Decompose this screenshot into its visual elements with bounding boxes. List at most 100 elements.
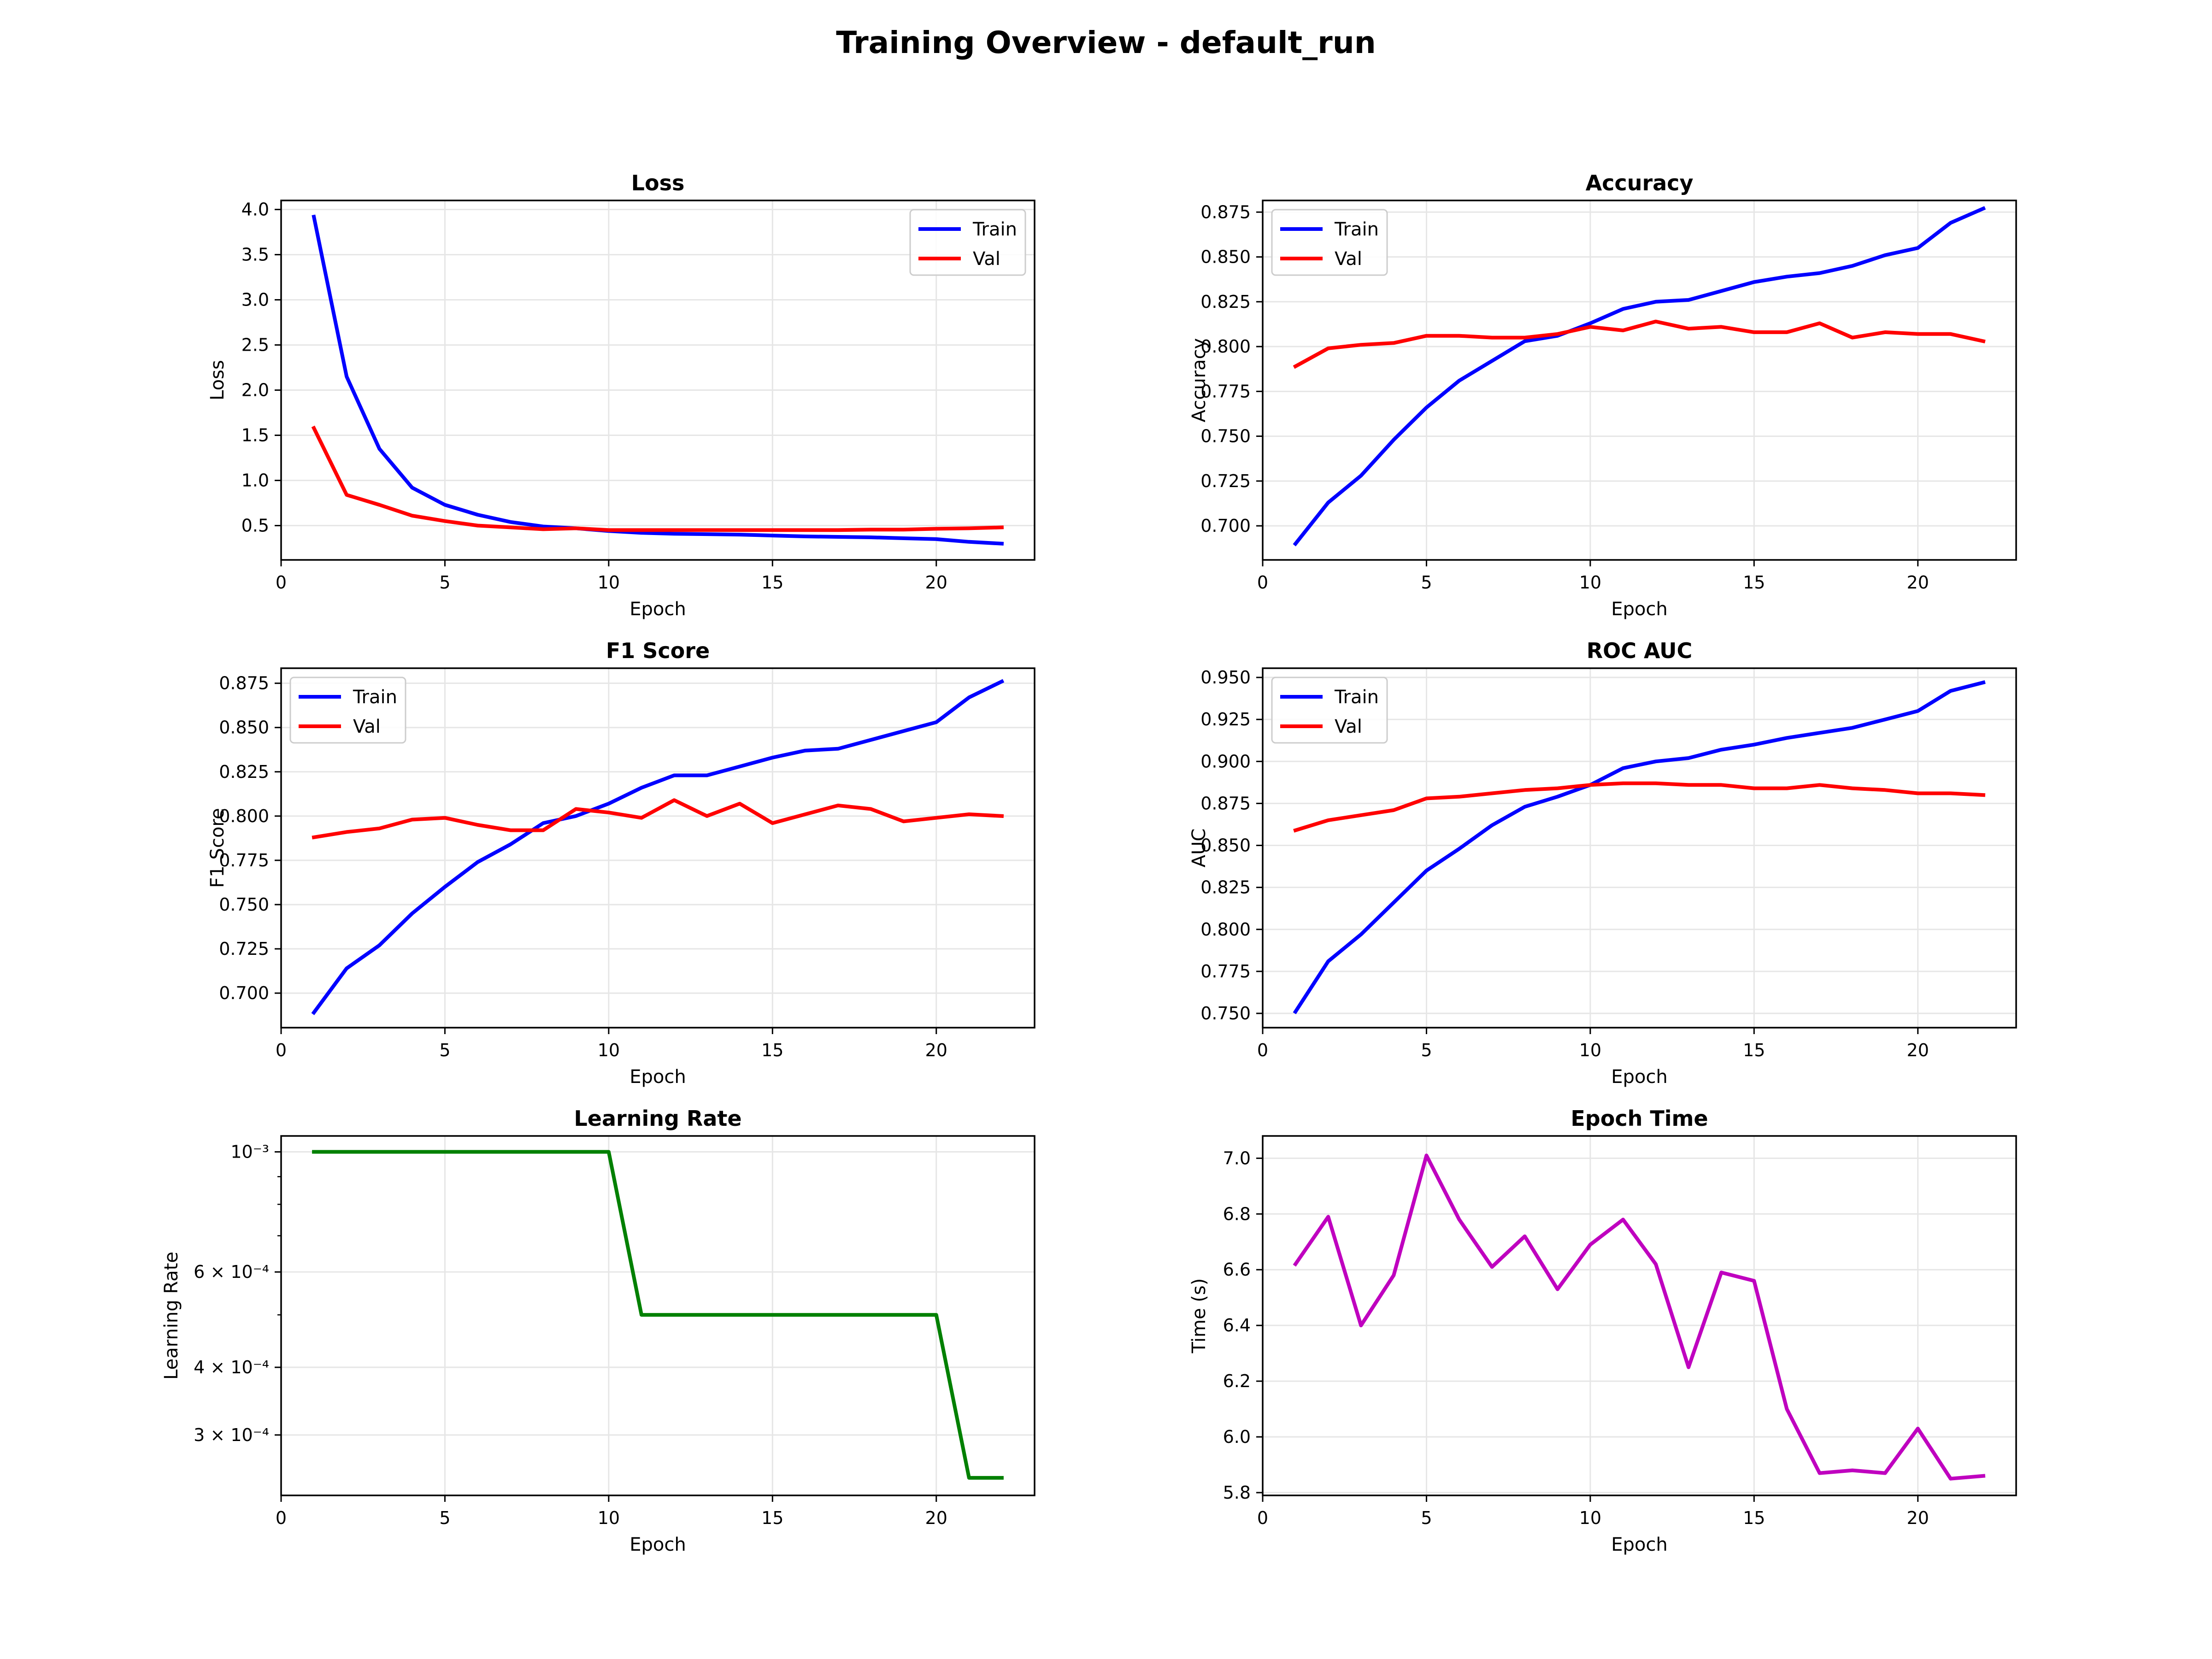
y-tick-label: 0.725: [219, 939, 269, 959]
series-line-data: [312, 1150, 1004, 1480]
x-tick-label: 20: [925, 1040, 947, 1060]
series-line-data: [1293, 1153, 1986, 1481]
legend: Train Val: [289, 677, 406, 744]
chart-panel-2: 0 5 10 15 20 0.700 0.725 0.750 0.775 0.800 0.825 0.…: [1188, 171, 2017, 620]
chart-panel-4: 0 5 10 15 20 0.750 0.775 0.800 0.825 0.850 0.875 0.…: [1188, 638, 2017, 1088]
y-tick-label: 0.775: [1200, 381, 1251, 401]
x-tick-label: 0: [276, 1508, 287, 1528]
x-tick-label: 0: [276, 1040, 287, 1060]
x-tick-label: 20: [925, 572, 947, 593]
x-tick-label: 0: [1257, 572, 1268, 593]
y-tick-label: 0.700: [1200, 516, 1251, 536]
y-axis-label: F1 Score: [207, 808, 228, 888]
x-axis-label: Epoch: [1611, 599, 1667, 620]
y-tick-label: 1.5: [241, 425, 269, 446]
x-tick-label: 0: [1257, 1040, 1268, 1060]
y-tick-label: 0.775: [1200, 961, 1251, 982]
x-tick-label: 10: [598, 1508, 620, 1528]
plot-frame: [280, 667, 1035, 1029]
x-axis-label: Epoch: [629, 599, 686, 620]
legend: Train Val: [1271, 209, 1388, 276]
legend-label-val: Val: [1335, 716, 1362, 737]
plot-frame: [1262, 667, 2017, 1029]
y-axis-label: Loss: [207, 360, 228, 400]
chart-panel-6: 0 5 10 15 20 5.8 6.0 6.2 6.4 6.6 6.8 7.0 Epoch Time E…: [1188, 1106, 2017, 1555]
x-tick-label: 10: [598, 1040, 620, 1060]
y-tick-label: 0.900: [1200, 751, 1251, 771]
x-tick-label: 15: [1743, 1040, 1765, 1060]
y-tick-label: 3.0: [241, 290, 269, 310]
legend: Train Val: [1271, 677, 1388, 744]
y-tick-label: 0.800: [219, 806, 269, 826]
legend-label-train: Train: [353, 687, 397, 708]
y-tick-label: 0.825: [219, 762, 269, 782]
series-line-train: [311, 679, 1005, 1015]
y-tick-label: 0.850: [1200, 247, 1251, 267]
series-line-train: [1293, 680, 1986, 1014]
x-tick-label: 10: [1579, 1040, 1601, 1060]
x-tick-label: 5: [439, 1040, 450, 1060]
chart-title: Accuracy: [1586, 171, 1694, 195]
y-tick-label: 0.800: [1200, 336, 1251, 357]
chart-panel-3: 0 5 10 15 20 0.700 0.725 0.750 0.775 0.800 0.825 0.…: [207, 638, 1035, 1088]
plot-frame: [280, 1135, 1035, 1496]
y-tick-label: 6.0: [1223, 1427, 1251, 1447]
x-tick-label: 0: [1257, 1508, 1268, 1528]
x-tick-label: 15: [1743, 572, 1765, 593]
y-tick-label: 6.4: [1223, 1315, 1251, 1335]
x-tick-label: 5: [1421, 572, 1432, 593]
y-axis-label: AUC: [1188, 829, 1210, 868]
y-tick-label: 0.750: [1200, 426, 1251, 447]
series-line-val: [1293, 319, 1986, 369]
series-line-train: [312, 214, 1004, 546]
y-tick-label: 0.950: [1200, 667, 1251, 688]
x-tick-label: 20: [1907, 1040, 1929, 1060]
y-tick-label: 1.0: [241, 471, 269, 491]
y-tick-label: 6.6: [1223, 1259, 1251, 1280]
y-tick-label: 0.775: [219, 850, 269, 871]
x-tick-label: 5: [1421, 1040, 1432, 1060]
x-tick-label: 10: [598, 572, 620, 593]
y-tick-label: 0.925: [1200, 709, 1251, 729]
series-line-val: [312, 798, 1004, 840]
y-tick-label: 6 × 10⁻⁴: [194, 1262, 269, 1282]
y-tick-label: 3 × 10⁻⁴: [194, 1425, 269, 1445]
y-axis-label: Learning Rate: [161, 1252, 182, 1380]
x-tick-label: 5: [1421, 1508, 1432, 1528]
y-tick-label: 0.825: [1200, 877, 1251, 898]
x-tick-label: 5: [439, 572, 450, 593]
y-tick-label: 0.800: [1200, 919, 1251, 940]
x-tick-label: 10: [1579, 1508, 1601, 1528]
chart-title: Loss: [631, 171, 685, 195]
y-tick-label: 0.750: [1200, 1003, 1251, 1024]
x-tick-label: 5: [439, 1508, 450, 1528]
x-axis-label: Epoch: [629, 1534, 686, 1555]
chart-title: Learning Rate: [574, 1106, 741, 1131]
y-tick-label: 7.0: [1223, 1148, 1251, 1168]
y-tick-label: 2.5: [241, 335, 269, 355]
y-tick-label: 4.0: [241, 200, 269, 220]
chart-title: Epoch Time: [1571, 1106, 1708, 1131]
x-tick-label: 0: [276, 572, 287, 593]
y-tick-label: 10⁻³: [230, 1142, 269, 1162]
chart-title: F1 Score: [606, 638, 710, 663]
y-tick-label: 0.875: [1200, 202, 1251, 222]
x-tick-label: 20: [1907, 572, 1929, 593]
legend-label-val: Val: [973, 248, 1000, 270]
y-tick-label: 0.825: [1200, 292, 1251, 312]
x-tick-label: 20: [1907, 1508, 1929, 1528]
y-tick-label: 6.8: [1223, 1204, 1251, 1224]
plot-frame: [280, 200, 1035, 561]
y-tick-label: 0.700: [219, 983, 269, 1003]
x-axis-label: Epoch: [629, 1066, 686, 1088]
x-tick-label: 15: [761, 572, 783, 593]
x-axis-label: Epoch: [1611, 1066, 1667, 1088]
plot-frame: [1262, 1135, 2017, 1496]
y-tick-label: 3.5: [241, 245, 269, 265]
x-tick-label: 15: [761, 1040, 783, 1060]
y-tick-label: 0.5: [241, 516, 269, 536]
legend-label-train: Train: [972, 219, 1017, 240]
x-tick-label: 15: [761, 1508, 783, 1528]
